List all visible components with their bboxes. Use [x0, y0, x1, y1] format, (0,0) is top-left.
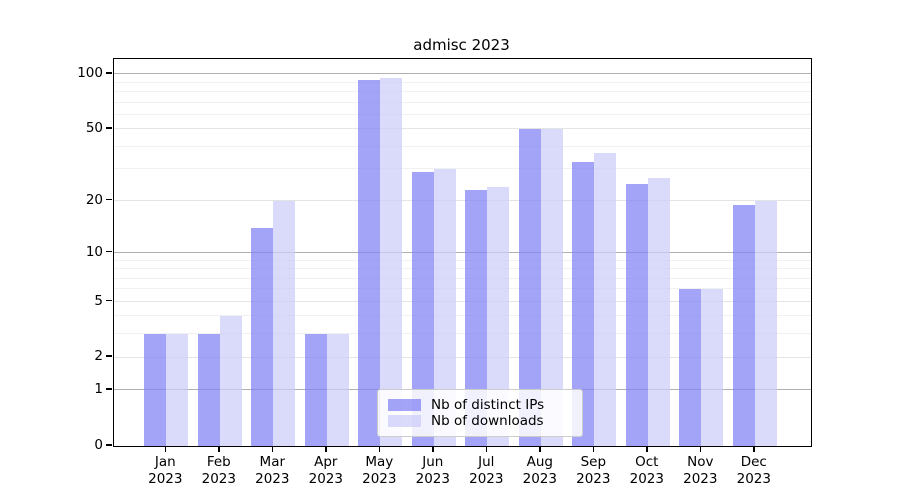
x-tick-label-oct: Oct 2023: [629, 454, 664, 487]
bar-downloads-aug: [540, 129, 563, 446]
x-tick-label-aug: Aug 2023: [522, 454, 557, 487]
x-tick-label-nov: Nov 2023: [683, 454, 718, 487]
x-tick-mark-jun: [432, 446, 434, 452]
bar-distinct-ips-mar: [251, 227, 274, 446]
bar-downloads-jan: [166, 334, 189, 446]
y-tick-label-5: 5: [94, 292, 103, 309]
x-tick-mark-may: [378, 446, 381, 452]
bar-downloads-feb: [219, 316, 242, 446]
gridline-minor-8: [114, 268, 811, 269]
bar-downloads-apr: [326, 334, 349, 446]
x-tick-mark-apr: [325, 446, 327, 452]
x-tick-label-may: May 2023: [362, 454, 397, 487]
bar-distinct-ips-apr: [304, 334, 327, 446]
gridline-100: [114, 73, 811, 75]
x-tick-mark-dec: [753, 446, 755, 452]
x-tick-mark-sep: [592, 446, 595, 452]
gridline-10: [114, 251, 811, 253]
bar-distinct-ips-jun: [411, 172, 434, 446]
bar-distinct-ips-jan: [144, 334, 167, 446]
y-tick-mark-50: [106, 127, 112, 129]
y-tick-mark-1: [106, 388, 112, 390]
bar-downloads-may: [380, 78, 403, 446]
y-tick-label-1: 1: [94, 381, 103, 398]
bar-downloads-mar: [273, 200, 296, 446]
gridline-50: [114, 128, 811, 130]
gridline-minor-40: [114, 145, 811, 147]
bar-distinct-ips-feb: [197, 334, 220, 446]
y-tick-label-50: 50: [85, 120, 103, 137]
gridline-20: [114, 199, 811, 201]
bar-distinct-ips-jul: [465, 189, 488, 446]
bar-distinct-ips-sep: [572, 161, 595, 446]
gridline-5: [114, 300, 811, 302]
legend-swatch-downloads: [388, 415, 421, 427]
bar-downloads-dec: [754, 200, 777, 446]
x-tick-mark-feb: [218, 446, 220, 452]
x-tick-mark-aug: [539, 446, 541, 452]
bar-downloads-oct: [647, 177, 670, 446]
x-tick-label-jul: Jul 2023: [469, 454, 504, 487]
y-tick-mark-20: [106, 198, 112, 201]
bar-distinct-ips-dec: [732, 204, 755, 446]
gridline-minor-60: [114, 113, 811, 115]
y-tick-mark-0: [106, 444, 112, 446]
x-tick-label-jan: Jan 2023: [148, 454, 183, 487]
y-tick-label-2: 2: [94, 348, 103, 365]
legend-swatch-distinct-ips: [388, 399, 421, 411]
legend-item-distinct-ips: Nb of distinct IPs: [388, 397, 572, 413]
legend-label-distinct-ips: Nb of distinct IPs: [431, 397, 545, 413]
legend-item-downloads: Nb of downloads: [388, 413, 572, 429]
x-tick-mark-oct: [646, 446, 648, 452]
bar-distinct-ips-may: [358, 80, 381, 446]
x-tick-label-feb: Feb 2023: [201, 454, 236, 487]
gridline-minor-7: [114, 277, 811, 279]
gridline-minor-3: [114, 333, 811, 335]
x-tick-label-sep: Sep 2023: [576, 454, 611, 487]
y-tick-mark-100: [106, 72, 112, 74]
x-tick-label-dec: Dec 2023: [736, 454, 771, 487]
bar-downloads-jun: [433, 169, 456, 446]
y-tick-label-0: 0: [94, 437, 103, 453]
y-tick-mark-2: [106, 355, 112, 357]
x-tick-mark-mar: [271, 446, 274, 452]
bar-distinct-ips-aug: [518, 129, 541, 446]
x-tick-label-jun: Jun 2023: [415, 454, 450, 487]
gridline-minor-9: [114, 259, 811, 261]
gridline-minor-70: [114, 101, 811, 103]
legend-label-downloads: Nb of downloads: [431, 413, 544, 429]
bar-downloads-sep: [594, 152, 617, 446]
y-tick-label-100: 100: [77, 65, 103, 82]
y-tick-label-20: 20: [85, 191, 103, 208]
x-tick-mark-jan: [164, 446, 167, 452]
gridline-2: [114, 356, 811, 358]
x-tick-label-mar: Mar 2023: [255, 454, 290, 487]
gridline-minor-80: [114, 91, 811, 92]
gridline-minor-4: [114, 315, 811, 317]
chart-title: admisc 2023: [413, 36, 510, 54]
y-tick-mark-10: [106, 250, 112, 253]
bar-downloads-nov: [701, 289, 724, 446]
gridline-minor-30: [114, 168, 811, 170]
bar-distinct-ips-nov: [679, 289, 702, 446]
gridline-minor-90: [114, 81, 811, 83]
x-tick-label-apr: Apr 2023: [308, 454, 343, 487]
bar-distinct-ips-oct: [625, 183, 648, 446]
plot-area: [113, 58, 812, 447]
x-tick-mark-nov: [699, 446, 702, 452]
x-tick-mark-jul: [485, 446, 488, 452]
bar-downloads-jul: [487, 186, 510, 446]
gridline-minor-6: [114, 288, 811, 290]
legend: Nb of distinct IPs Nb of downloads: [377, 389, 583, 437]
y-tick-label-10: 10: [85, 243, 103, 260]
y-tick-mark-5: [106, 299, 112, 302]
